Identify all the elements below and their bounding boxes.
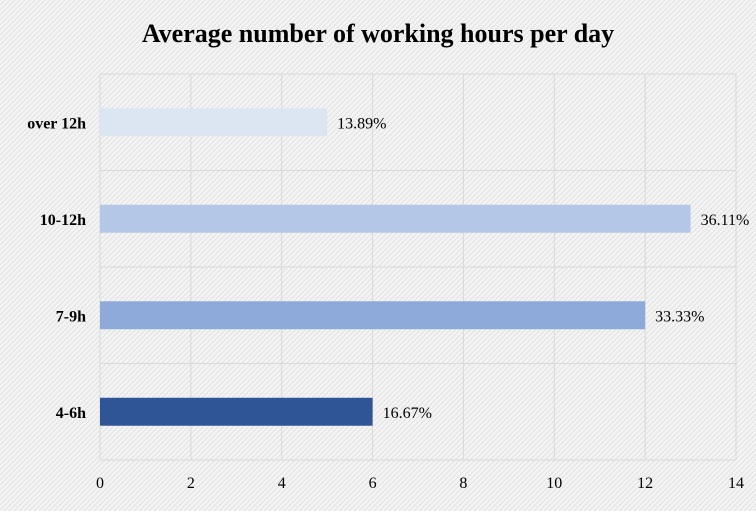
bar [100, 108, 328, 137]
x-tick-label: 8 [459, 475, 467, 492]
data-label: 13.89% [337, 115, 386, 132]
chart-title: Average number of working hours per day [142, 19, 614, 48]
data-labels: 13.89% 36.11% 33.33% 16.67% [337, 115, 749, 422]
category-label: 10-12h [40, 212, 86, 229]
x-tick-label: 6 [369, 475, 377, 492]
x-tick-label: 12 [637, 475, 653, 492]
bar [100, 397, 373, 426]
x-tick-label: 0 [96, 475, 104, 492]
category-label: over 12h [27, 115, 86, 132]
bar [100, 204, 691, 233]
category-labels: over 12h 10-12h 7-9h 4-6h [27, 115, 86, 422]
bar [100, 301, 646, 330]
x-tick-label: 10 [546, 475, 562, 492]
x-tick-label: 4 [278, 475, 286, 492]
x-axis-ticks: 0 2 4 6 8 10 12 14 [96, 475, 744, 492]
data-label: 33.33% [655, 308, 704, 325]
x-tick-label: 14 [728, 475, 744, 492]
data-label: 16.67% [383, 405, 432, 422]
gridlines [99, 73, 737, 461]
category-label: 4-6h [56, 405, 86, 422]
category-label: 7-9h [56, 308, 86, 325]
bars [100, 108, 691, 426]
data-label: 36.11% [701, 212, 750, 229]
x-tick-label: 2 [187, 475, 195, 492]
